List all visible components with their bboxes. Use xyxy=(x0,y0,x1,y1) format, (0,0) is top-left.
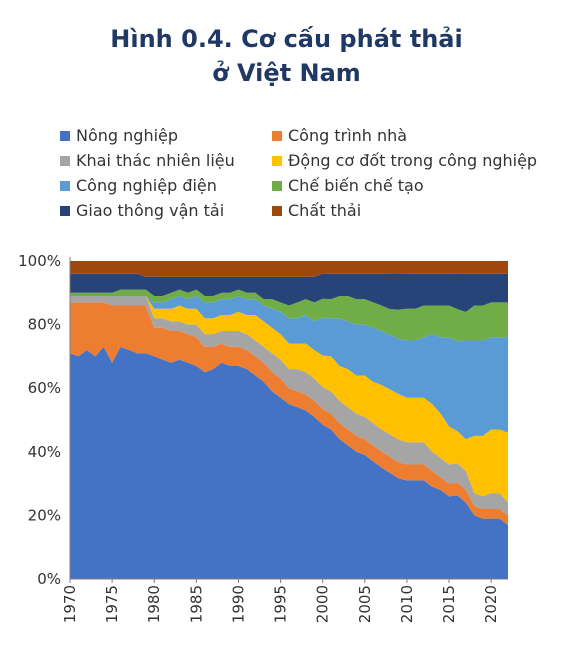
area-series-6 xyxy=(70,273,508,312)
chart-title-line2: ở Việt Nam xyxy=(212,59,361,87)
x-tick-label: 1995 xyxy=(272,585,290,623)
legend-label: Công trình nhà xyxy=(288,126,408,145)
y-tick-label: 80% xyxy=(28,316,61,334)
legend-label: Giao thông vận tải xyxy=(76,201,225,220)
legend-label: Nông nghiệp xyxy=(76,126,179,145)
legend-item-cong-nghiep-dien: Công nghiệp điện xyxy=(60,176,217,195)
area-series-1 xyxy=(70,302,508,525)
legend-item-khai-thac-nhien-lieu: Khai thác nhiên liệu xyxy=(60,151,235,170)
legend-swatch xyxy=(272,155,282,166)
legend-swatch xyxy=(60,155,70,166)
x-tick-label: 2020 xyxy=(482,585,500,623)
legend-label: Chế biến chế tạo xyxy=(288,176,424,195)
chart-title: Hình 0.4. Cơ cấu phát thải ở Việt Nam xyxy=(0,22,573,90)
legend-item-cong-trinh-nha: Công trình nhà xyxy=(272,126,407,145)
legend-swatch xyxy=(60,205,70,216)
area-series-3 xyxy=(70,295,508,503)
legend-item-chat-thai: Chất thải xyxy=(272,201,361,220)
legend-swatch xyxy=(272,130,282,141)
legend-item-nong-nghiep: Nông nghiệp xyxy=(60,126,178,145)
area-series-4 xyxy=(70,295,508,440)
x-tick-label: 1970 xyxy=(61,585,79,623)
legend-swatch xyxy=(60,130,70,141)
x-tick-label: 1985 xyxy=(187,585,205,623)
x-tick-label: 2015 xyxy=(440,585,458,623)
x-tick-label: 2005 xyxy=(356,585,374,623)
legend-swatch xyxy=(60,180,70,191)
x-tick-label: 1975 xyxy=(103,585,121,623)
y-tick-label: 100% xyxy=(18,252,61,270)
area-series-2 xyxy=(70,295,508,516)
x-tick-label: 2010 xyxy=(398,585,416,623)
legend-label: Công nghiệp điện xyxy=(76,176,217,195)
legend-item-dong-co-dot-trong: Động cơ đốt trong công nghiệp xyxy=(272,151,537,170)
legend-label: Khai thác nhiên liệu xyxy=(76,151,235,170)
legend-item-giao-thong-van-tai: Giao thông vận tải xyxy=(60,201,224,220)
area-series-7 xyxy=(70,261,508,277)
legend-swatch xyxy=(272,205,282,216)
x-tick-label: 2000 xyxy=(314,585,332,623)
legend-label: Động cơ đốt trong công nghiệp xyxy=(288,151,538,170)
y-tick-label: 60% xyxy=(28,379,61,397)
area-series-5 xyxy=(70,289,508,342)
legend-swatch xyxy=(272,180,282,191)
legend-label: Chất thải xyxy=(288,201,362,220)
legend-item-che-bien-che-tao: Chế biến chế tạo xyxy=(272,176,424,195)
x-tick-label: 1980 xyxy=(145,585,163,623)
x-tick-label: 1990 xyxy=(229,585,247,623)
chart-title-line1: Hình 0.4. Cơ cấu phát thải xyxy=(110,25,463,53)
y-tick-label: 0% xyxy=(37,570,61,588)
area-series-0 xyxy=(70,346,508,579)
y-tick-label: 40% xyxy=(28,443,61,461)
y-tick-label: 20% xyxy=(28,506,61,524)
